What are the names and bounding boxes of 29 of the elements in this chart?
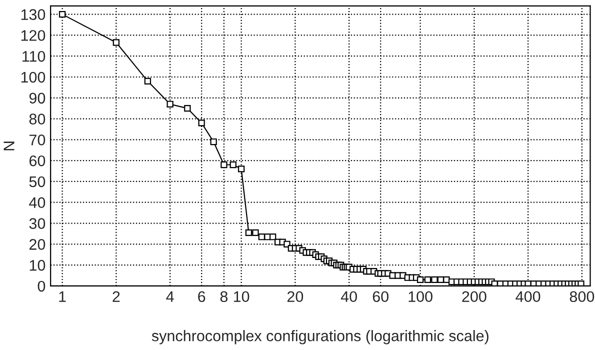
y-tick-label: 50 xyxy=(29,176,46,188)
y-tick-label: 70 xyxy=(30,134,46,146)
x-tick-label: 6 xyxy=(198,291,206,302)
y-tick-label: 20 xyxy=(29,239,46,250)
y-tick-label: 130 xyxy=(21,9,46,20)
x-tick-label: 40 xyxy=(340,291,357,302)
y-tick-label: 40 xyxy=(29,197,46,208)
y-tick-label: 110 xyxy=(22,50,46,62)
y-tick-label: 60 xyxy=(30,155,46,166)
x-tick-label: 400 xyxy=(516,291,540,302)
y-tick-label: 30 xyxy=(29,218,46,229)
x-tick-label: 8 xyxy=(220,291,228,302)
y-tick-label: 120 xyxy=(21,30,46,41)
y-tick-label: 100 xyxy=(21,72,46,83)
x-axis-title: synchrocomplex configurations (logarithmic scale) xyxy=(152,330,488,344)
y-axis-title: N xyxy=(4,142,14,150)
y-tick-label: 90 xyxy=(29,92,46,104)
x-tick-label: 10 xyxy=(234,291,250,302)
y-tick-label: 0 xyxy=(38,280,46,292)
x-tick-label: 20 xyxy=(287,291,304,302)
x-tick-label: 60 xyxy=(372,291,388,302)
x-tick-label: 100 xyxy=(408,291,432,302)
y-tick-label: 10 xyxy=(30,260,46,271)
x-tick-label: 4 xyxy=(166,291,174,302)
x-tick-label: 800 xyxy=(570,291,594,302)
x-tick-label: 1 xyxy=(59,291,66,302)
x-tick-label: 200 xyxy=(462,291,486,302)
y-tick-label: 80 xyxy=(29,114,46,124)
x-tick-label: 2 xyxy=(112,291,120,302)
